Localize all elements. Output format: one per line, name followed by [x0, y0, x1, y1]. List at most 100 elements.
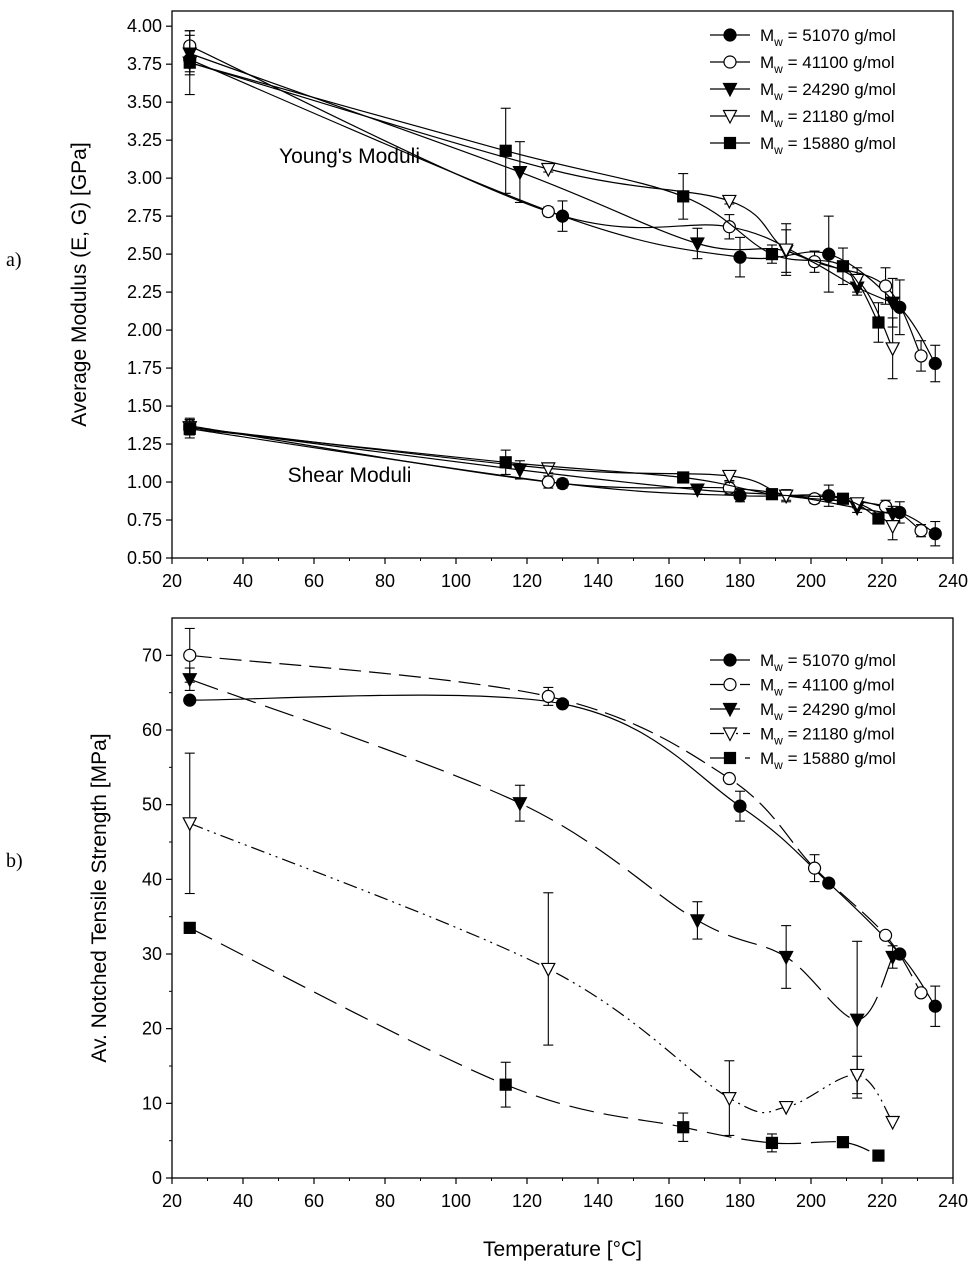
x-tick-label: 220 [867, 1191, 897, 1211]
data-point [778, 1100, 794, 1116]
series-21180 [182, 752, 901, 1136]
data-point [733, 489, 747, 503]
data-point [822, 876, 836, 890]
data-point [541, 689, 555, 704]
legend-eq: = [783, 725, 802, 744]
data-point [885, 950, 901, 966]
legend-mw: 41100 [802, 53, 848, 72]
legend-mw: 15880 [802, 134, 849, 153]
legend-mw: 21180 [802, 107, 848, 126]
legend-prefix: M [760, 26, 774, 45]
data-point [721, 194, 737, 210]
data-point [765, 248, 779, 261]
data-point [778, 950, 794, 966]
data-point [914, 349, 928, 363]
data-point [540, 962, 556, 978]
legend-eq: = [783, 80, 802, 99]
x-tick-label: 120 [512, 1191, 542, 1211]
data-point [512, 165, 528, 181]
data-point [499, 144, 512, 157]
data-point [182, 673, 198, 688]
x-tick-label: 80 [375, 1191, 395, 1211]
y-tick-label: 1.00 [127, 472, 162, 492]
data-point [183, 921, 196, 934]
y-tick-label: 3.25 [127, 130, 162, 150]
x-tick-label: 140 [583, 1191, 613, 1211]
x-axis-label: Temperature [°C] [483, 1238, 642, 1261]
legend-suffix: g/mol [850, 651, 896, 670]
legend-mw: 41100 [802, 676, 848, 695]
y-tick-label: 10 [142, 1093, 162, 1113]
legend-subscript: w [773, 89, 783, 103]
x-tick-label: 60 [304, 1191, 324, 1211]
data-point [541, 475, 555, 489]
y-tick-label: 1.75 [127, 358, 162, 378]
x-tick-label: 100 [441, 1191, 471, 1211]
data-point [878, 928, 893, 942]
data-point [183, 693, 197, 707]
legend-label: Mw = 41100 g/mol [760, 53, 895, 76]
data-point [778, 243, 794, 258]
x-tick-label: 100 [441, 571, 471, 591]
y-tick-label: 1.50 [127, 396, 162, 416]
y-tick-label: 1.25 [127, 434, 162, 454]
legend-prefix: M [760, 53, 774, 72]
legend-subscript: w [773, 35, 783, 49]
data-point [849, 1013, 865, 1029]
data-point [885, 296, 901, 312]
data-point [765, 1136, 779, 1150]
panel-label-a: a) [6, 249, 22, 271]
data-point [540, 162, 556, 178]
legend-subscript: w [773, 62, 783, 76]
y-tick-label: 0.75 [127, 510, 162, 530]
legend-marker [723, 28, 737, 42]
series-41100 [183, 627, 928, 1000]
data-point [183, 56, 196, 69]
legend-prefix: M [760, 700, 774, 719]
annotation-label: Young's Moduli [279, 145, 420, 168]
data-point [499, 456, 512, 469]
y-tick-label: 2.00 [127, 320, 162, 340]
x-tick-label: 20 [162, 571, 182, 591]
legend-eq: = [783, 676, 802, 695]
legend-suffix: g/mol [850, 26, 896, 45]
legend-suffix: g/mol [848, 107, 894, 126]
legend-label: Mw = 15880 g/mol [760, 134, 896, 157]
legend-suffix: g/mol [848, 53, 894, 72]
legend-label: Mw = 51070 g/mol [760, 651, 896, 674]
legend-marker [722, 82, 738, 98]
legend-eq: = [783, 107, 802, 126]
chart-a: 20 40 60 80 100 120 140 160 180 200 220 240 0.50 0.75… [68, 10, 968, 591]
legend-prefix: M [760, 676, 774, 695]
series-line [189, 822, 894, 1123]
data-point [721, 1092, 737, 1107]
legend-eq: = [783, 700, 802, 719]
data-point [836, 492, 850, 505]
legend-label: Mw = 41100 g/mol [760, 676, 895, 699]
y-tick-label: 70 [142, 645, 162, 665]
series-24290 [182, 667, 901, 1099]
legend-label: Mw = 24290 g/mol [760, 700, 896, 723]
data-point [541, 204, 555, 219]
data-point [849, 1068, 865, 1084]
legend-prefix: M [760, 651, 774, 670]
data-point [512, 797, 528, 812]
y-axis-label: Av. Notched Tensile Strength [MPa] [88, 733, 111, 1062]
y-tick-label: 4.00 [127, 16, 162, 36]
legend-eq: = [783, 749, 802, 768]
data-point [722, 220, 736, 234]
x-tick-label: 40 [233, 1191, 253, 1211]
legend-mw: 15880 [802, 749, 849, 768]
data-point [885, 519, 901, 535]
data-point [878, 279, 893, 293]
x-tick-label: 240 [938, 1191, 968, 1211]
y-tick-label: 2.50 [127, 244, 162, 264]
legend-marker [723, 55, 737, 69]
data-point [689, 914, 705, 929]
data-point [689, 237, 705, 252]
y-tick-label: 20 [142, 1019, 162, 1039]
x-tick-label: 160 [654, 1191, 684, 1211]
data-point [182, 817, 198, 832]
data-point [822, 247, 836, 261]
